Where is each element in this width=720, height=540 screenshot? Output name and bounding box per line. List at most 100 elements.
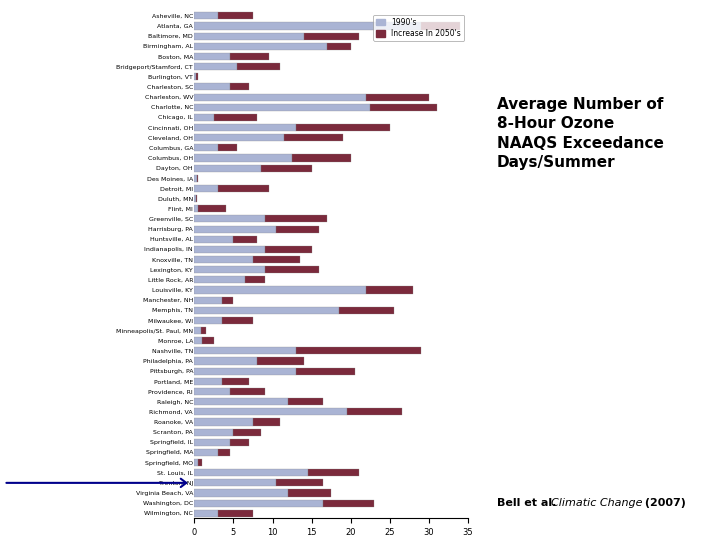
Legend: 1990's, Increase In 2050's: 1990's, Increase In 2050's xyxy=(373,15,464,41)
Bar xyxy=(194,23,421,30)
Bar xyxy=(194,124,296,131)
Bar xyxy=(196,73,198,80)
Bar xyxy=(284,134,343,141)
Bar xyxy=(323,500,374,507)
Bar xyxy=(276,226,320,233)
Bar xyxy=(194,256,253,263)
Bar xyxy=(328,43,351,50)
Bar xyxy=(194,83,230,91)
Bar xyxy=(194,195,196,202)
Bar xyxy=(197,175,198,182)
Bar xyxy=(194,337,202,345)
Bar xyxy=(196,195,197,202)
Bar xyxy=(194,378,222,385)
Bar xyxy=(265,215,328,222)
Bar xyxy=(214,114,257,121)
Bar xyxy=(194,459,198,466)
Bar xyxy=(194,235,233,243)
Bar xyxy=(347,408,402,415)
Bar xyxy=(194,500,323,507)
Bar xyxy=(288,489,331,497)
Bar xyxy=(230,388,265,395)
Bar xyxy=(218,185,269,192)
Bar xyxy=(194,32,304,40)
Bar xyxy=(230,53,269,60)
Bar xyxy=(265,266,320,273)
Bar xyxy=(218,449,230,456)
Bar xyxy=(276,480,323,487)
Bar xyxy=(201,327,206,334)
Bar xyxy=(198,459,202,466)
Bar xyxy=(222,378,249,385)
Bar xyxy=(194,469,307,476)
Bar xyxy=(194,307,339,314)
Bar xyxy=(194,489,288,497)
Bar xyxy=(194,144,218,151)
Bar xyxy=(194,114,214,121)
Bar xyxy=(233,235,257,243)
Bar xyxy=(194,175,197,182)
Bar xyxy=(304,32,359,40)
Bar xyxy=(194,73,196,80)
Bar xyxy=(198,205,225,212)
Bar xyxy=(202,337,214,345)
Bar xyxy=(194,429,233,436)
Bar xyxy=(366,93,429,100)
Bar xyxy=(339,307,394,314)
Bar xyxy=(194,226,276,233)
Bar xyxy=(218,12,253,19)
Text: Climatic Change: Climatic Change xyxy=(551,497,642,508)
Bar xyxy=(238,63,280,70)
Bar xyxy=(194,327,201,334)
Bar xyxy=(194,286,366,294)
Bar xyxy=(194,154,292,161)
Bar xyxy=(194,104,370,111)
Bar xyxy=(194,510,218,517)
Bar xyxy=(296,368,355,375)
Bar xyxy=(194,12,218,19)
Bar xyxy=(194,53,230,60)
Bar xyxy=(296,347,421,354)
Bar xyxy=(194,93,366,100)
Bar xyxy=(194,296,222,303)
Bar xyxy=(194,368,296,375)
Bar xyxy=(222,296,233,303)
Bar xyxy=(253,256,300,263)
Bar xyxy=(265,246,312,253)
Bar xyxy=(194,449,218,456)
Text: (2007): (2007) xyxy=(641,497,685,508)
Bar xyxy=(194,63,238,70)
Bar xyxy=(222,317,253,324)
Bar xyxy=(370,104,437,111)
Bar xyxy=(194,43,328,50)
Bar xyxy=(218,144,238,151)
Bar xyxy=(194,205,198,212)
Bar xyxy=(261,165,312,172)
Bar xyxy=(253,418,280,426)
Bar xyxy=(194,347,296,354)
Bar xyxy=(194,185,218,192)
Bar xyxy=(230,438,249,446)
Bar xyxy=(194,398,288,405)
Bar xyxy=(194,388,230,395)
Bar xyxy=(292,154,351,161)
Bar xyxy=(194,357,257,364)
Bar xyxy=(194,215,265,222)
Bar xyxy=(296,124,390,131)
Bar xyxy=(194,438,230,446)
Bar xyxy=(230,83,249,91)
Bar xyxy=(194,480,276,487)
Bar xyxy=(194,246,265,253)
Bar xyxy=(194,134,284,141)
Bar xyxy=(307,469,359,476)
Bar xyxy=(194,165,261,172)
Bar xyxy=(194,317,222,324)
Bar xyxy=(194,408,347,415)
Bar xyxy=(421,23,460,30)
Bar xyxy=(246,276,265,284)
Text: Average Number of
8-Hour Ozone
NAAQS Exceedance
Days/Summer: Average Number of 8-Hour Ozone NAAQS Exc… xyxy=(497,97,664,170)
Bar xyxy=(288,398,323,405)
Bar xyxy=(366,286,413,294)
Bar xyxy=(194,276,246,284)
Bar xyxy=(233,429,261,436)
